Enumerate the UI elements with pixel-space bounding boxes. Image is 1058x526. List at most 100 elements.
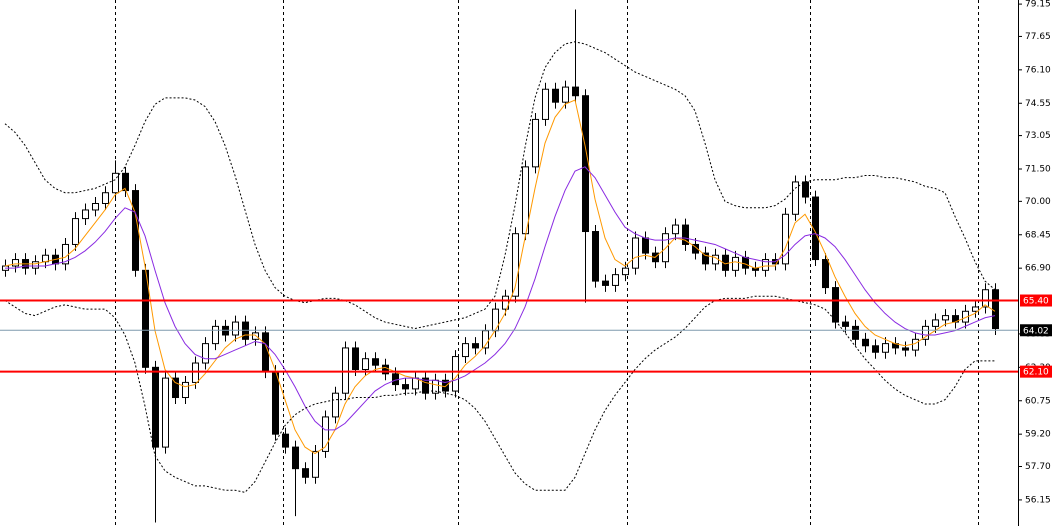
candle-body: [532, 118, 539, 168]
indicator-line: [4, 99, 996, 455]
candle-body: [612, 274, 619, 286]
candle-body: [392, 373, 399, 386]
price-label-box: [1020, 294, 1052, 307]
candle-body: [832, 287, 839, 323]
candle-body: [422, 377, 429, 394]
candle-body: [622, 267, 629, 276]
candle-body: [792, 181, 799, 215]
indicator-line: [5, 166, 996, 431]
candle-body: [462, 343, 469, 358]
candle-body: [82, 209, 89, 220]
candle-body: [672, 224, 679, 235]
candle-body: [572, 86, 579, 97]
candle-body: [562, 86, 569, 103]
y-tick-label: 71.50: [1025, 165, 1051, 175]
indicator-line: [4, 41, 996, 330]
y-tick-label: 68.45: [1025, 230, 1051, 240]
candle-body: [692, 243, 699, 254]
candle-body: [552, 88, 559, 103]
candle-body: [842, 321, 849, 327]
y-tick-label: 76.10: [1025, 65, 1051, 75]
candle-body: [632, 237, 639, 269]
candle-body: [132, 190, 139, 271]
price-label: 65.40: [1023, 297, 1049, 307]
candle-body: [352, 347, 359, 370]
candle-body: [852, 325, 859, 340]
candle-body: [332, 392, 339, 418]
candle-body: [912, 338, 919, 351]
candle-body: [382, 364, 389, 375]
candle-body: [592, 231, 599, 282]
candle-body: [322, 416, 329, 452]
y-tick-label: 59.20: [1025, 430, 1051, 440]
price-label-box: [1020, 324, 1052, 337]
candle-body: [402, 384, 409, 390]
candle-body: [232, 321, 239, 336]
candle-body: [682, 224, 689, 245]
candle-body: [512, 233, 519, 297]
price-label-box: [1020, 365, 1052, 378]
candle-body: [862, 338, 869, 347]
candle-body: [32, 261, 39, 269]
candle-body: [292, 446, 299, 470]
candle-body: [302, 468, 309, 478]
candle-body: [312, 450, 319, 478]
candle-body: [92, 203, 99, 211]
y-tick-label: 73.05: [1025, 131, 1051, 141]
y-tick-label: 56.15: [1025, 495, 1051, 505]
candle-body: [372, 358, 379, 366]
candle-body: [202, 343, 209, 364]
price-label: 62.10: [1023, 368, 1049, 378]
candle-body: [492, 308, 499, 332]
candle-body: [642, 237, 649, 254]
candle-body: [262, 332, 269, 373]
candle-body: [112, 172, 119, 194]
candle-body: [212, 325, 219, 345]
candle-body: [12, 259, 19, 267]
candle-body: [732, 256, 739, 271]
candle-body: [602, 280, 609, 286]
candle-body: [812, 196, 819, 261]
candle-body: [152, 366, 159, 448]
y-tick-label: 77.65: [1025, 32, 1051, 42]
candle-body: [942, 315, 949, 321]
candle-body: [72, 218, 79, 245]
candle-body: [192, 362, 199, 383]
candle-body: [932, 319, 939, 327]
candle-body: [982, 289, 989, 308]
candle-body: [362, 358, 369, 370]
candle-body: [282, 433, 289, 448]
candle-body: [182, 381, 189, 399]
candle-body: [702, 252, 709, 265]
candle-body: [922, 325, 929, 340]
candle-body: [452, 356, 459, 392]
candle-body: [902, 347, 909, 351]
candle-body: [822, 259, 829, 289]
candle-body: [742, 256, 749, 269]
y-tick-label: 79.15: [1025, 0, 1051, 10]
candle-body: [272, 371, 279, 435]
candle-body: [882, 343, 889, 353]
candle-body: [502, 295, 509, 310]
candle-body: [472, 343, 479, 349]
candle-body: [582, 95, 589, 233]
y-tick-label: 70.00: [1025, 197, 1051, 207]
y-tick-label: 57.70: [1025, 462, 1051, 472]
candle-body: [542, 88, 549, 120]
y-tick-label: 66.90: [1025, 264, 1051, 274]
candle-body: [102, 192, 109, 205]
price-label: 64.02: [1023, 326, 1049, 336]
y-tick-label: 60.75: [1025, 396, 1051, 406]
candle-body: [172, 377, 179, 399]
candle-body: [162, 377, 169, 448]
candle-body: [972, 306, 979, 312]
candle-body: [872, 345, 879, 353]
candle-body: [802, 181, 809, 198]
candle-body: [342, 347, 349, 394]
y-tick-label: 74.55: [1025, 99, 1051, 109]
candle-body: [992, 289, 999, 330]
indicator-line: [4, 295, 995, 493]
candle-body: [762, 259, 769, 271]
